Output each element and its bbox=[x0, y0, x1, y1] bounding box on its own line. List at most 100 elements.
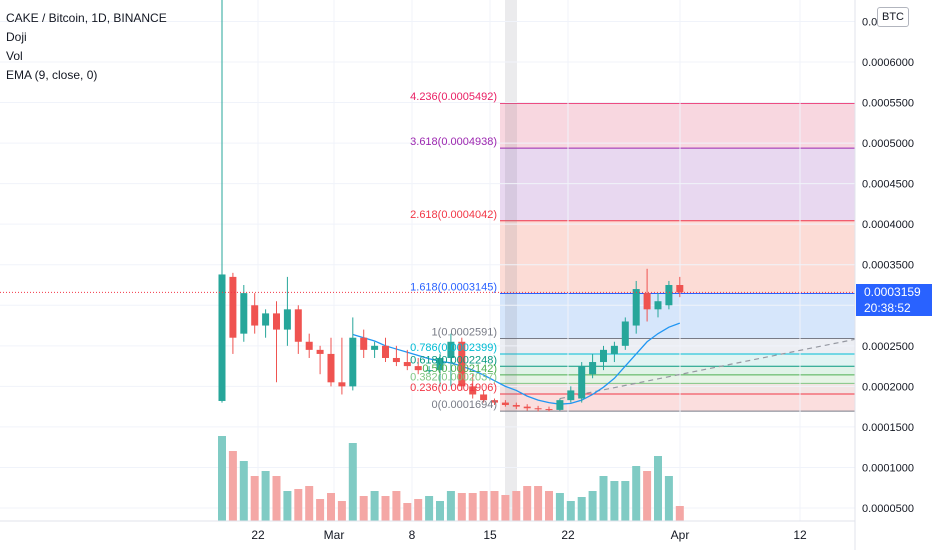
candle-body bbox=[414, 366, 422, 371]
candle-body bbox=[545, 409, 553, 411]
bar-countdown: 20:38:52 bbox=[864, 301, 911, 316]
candle-body bbox=[469, 386, 477, 395]
volume-bar bbox=[239, 461, 248, 521]
volume-bar bbox=[327, 493, 335, 521]
volume-bar bbox=[261, 471, 270, 521]
volume-bar bbox=[566, 501, 575, 521]
fib-zone bbox=[500, 366, 855, 375]
volume-bar bbox=[446, 491, 455, 521]
indicator-ema[interactable]: EMA (9, close, 0) bbox=[6, 68, 98, 82]
candle-body bbox=[556, 400, 564, 410]
candle-body bbox=[491, 400, 498, 403]
volume-bar bbox=[512, 491, 521, 521]
volume-bar bbox=[436, 501, 444, 521]
fib-zone bbox=[500, 293, 855, 339]
fib-level-label: 0.5(0.0002142) bbox=[422, 363, 497, 375]
candle-body bbox=[218, 274, 226, 401]
volume-bar bbox=[632, 466, 641, 521]
volume-bar bbox=[675, 506, 684, 521]
fib-level-label: 2.618(0.0004042) bbox=[410, 209, 497, 221]
fib-zone bbox=[500, 148, 855, 221]
symbol-title[interactable]: CAKE / Bitcoin, 1D, BINANCE bbox=[6, 11, 167, 25]
volume-bar bbox=[588, 491, 597, 521]
candle-body bbox=[632, 289, 640, 326]
candle-body bbox=[305, 341, 313, 350]
fib-zone bbox=[500, 354, 855, 367]
volume-bar bbox=[316, 499, 325, 521]
fib-level-label: 4.236(0.0005492) bbox=[410, 91, 497, 103]
volume-bar bbox=[294, 489, 303, 521]
fib-zone bbox=[500, 383, 855, 394]
volume-bar bbox=[468, 493, 477, 521]
candle-body bbox=[589, 362, 597, 375]
candle-body bbox=[251, 305, 259, 326]
volume-bar bbox=[479, 491, 488, 521]
fib-level-label: 0.618(0.0002248) bbox=[410, 354, 497, 366]
time-axis-label: 22 bbox=[251, 528, 265, 542]
candle-body bbox=[578, 366, 586, 399]
fib-zone bbox=[500, 393, 855, 412]
candle-body bbox=[501, 402, 509, 406]
volume-bar bbox=[392, 491, 401, 521]
currency-badge[interactable]: BTC bbox=[877, 7, 909, 27]
fib-level-label: 1.618(0.0003145) bbox=[410, 282, 497, 294]
candle-body bbox=[665, 285, 673, 306]
fib-zone bbox=[500, 374, 855, 384]
highlighted-day-column bbox=[505, 0, 517, 521]
price-axis-label: 0.0000500 bbox=[862, 503, 914, 515]
price-axis-label: 0.0006000 bbox=[862, 57, 914, 69]
volume-bar bbox=[337, 501, 346, 521]
fib-zone bbox=[500, 220, 855, 294]
fib-level-label: 0.382(0.0002037) bbox=[410, 371, 497, 383]
fib-level-label: 0(0.0001694) bbox=[432, 399, 497, 411]
volume-bar bbox=[501, 495, 510, 521]
volume-bar bbox=[610, 481, 619, 521]
fib-level-label: 1(0.0002591) bbox=[432, 326, 497, 338]
price-axis-label: 0.0003500 bbox=[862, 260, 914, 272]
price-axis-label: 0.0 bbox=[862, 16, 877, 28]
volume-bar bbox=[545, 491, 553, 521]
volume-bar bbox=[555, 493, 564, 521]
volume-bar bbox=[577, 497, 586, 521]
candle-body bbox=[240, 293, 248, 334]
fib-level-label: 0.236(0.0001906) bbox=[410, 382, 497, 394]
candle-body bbox=[621, 321, 629, 346]
volume-bar bbox=[348, 443, 357, 521]
chart-legend: CAKE / Bitcoin, 1D, BINANCE Doji Vol EMA… bbox=[6, 9, 167, 85]
volume-bar bbox=[403, 503, 412, 521]
indicator-vol[interactable]: Vol bbox=[6, 49, 23, 63]
price-axis-label: 0.0004500 bbox=[862, 179, 914, 191]
candle-body bbox=[316, 349, 324, 354]
candle-body bbox=[610, 345, 618, 354]
time-axis-label: 22 bbox=[561, 528, 575, 542]
volume-bar bbox=[250, 476, 259, 521]
price-axis-label: 0.0005500 bbox=[862, 98, 914, 110]
candle-body bbox=[360, 337, 368, 350]
candle-body bbox=[654, 301, 662, 310]
volume-bar bbox=[490, 491, 499, 521]
indicator-doji[interactable]: Doji bbox=[6, 30, 27, 44]
candle-body bbox=[371, 345, 379, 350]
price-axis-label: 0.0004000 bbox=[862, 219, 914, 231]
candle-body bbox=[447, 341, 455, 358]
volume-bar bbox=[523, 486, 532, 521]
candle-body bbox=[327, 353, 335, 383]
candle-body bbox=[643, 293, 651, 310]
fib-level-label: 0.786(0.0002399) bbox=[410, 342, 497, 354]
price-axis-label: 0.0001000 bbox=[862, 462, 914, 474]
volume-bar bbox=[381, 496, 390, 521]
candle-body bbox=[600, 349, 607, 363]
candle-body bbox=[534, 408, 542, 410]
time-axis-label: Mar bbox=[324, 528, 345, 542]
candle-body bbox=[349, 337, 357, 387]
candle-body bbox=[567, 390, 575, 401]
volume-bar bbox=[457, 493, 466, 521]
candle-body bbox=[436, 357, 444, 371]
candle-body bbox=[403, 362, 411, 367]
volume-bar bbox=[283, 491, 292, 521]
time-axis-label: 12 bbox=[793, 528, 807, 542]
price-axis-label: 0.0002000 bbox=[862, 381, 914, 393]
time-axis-label: Apr bbox=[671, 528, 690, 542]
volume-bar bbox=[643, 471, 652, 521]
